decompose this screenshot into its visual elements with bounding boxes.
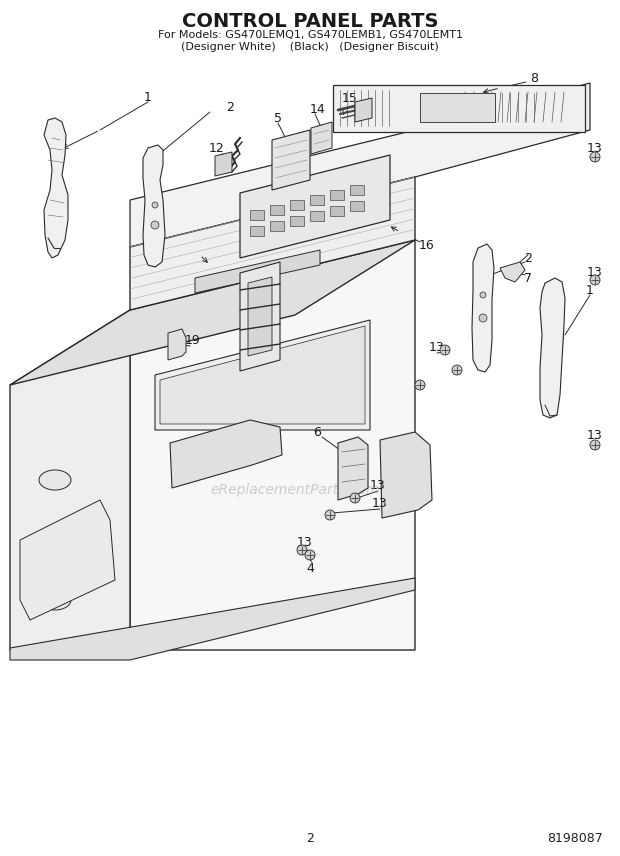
Text: 13: 13 xyxy=(370,479,386,491)
Polygon shape xyxy=(10,240,415,385)
Text: 13: 13 xyxy=(587,265,603,278)
Text: 16: 16 xyxy=(419,239,435,252)
Text: 4: 4 xyxy=(306,562,314,574)
Text: 13: 13 xyxy=(372,496,388,509)
Circle shape xyxy=(151,221,159,229)
Polygon shape xyxy=(270,221,284,231)
Polygon shape xyxy=(240,262,280,371)
Polygon shape xyxy=(155,320,370,430)
Text: 19: 19 xyxy=(185,334,201,347)
Polygon shape xyxy=(420,93,495,122)
Polygon shape xyxy=(310,195,324,205)
Polygon shape xyxy=(250,226,264,236)
Polygon shape xyxy=(160,326,365,424)
Polygon shape xyxy=(250,210,264,220)
Polygon shape xyxy=(215,152,232,176)
Circle shape xyxy=(350,493,360,503)
Text: 2: 2 xyxy=(524,252,532,265)
Polygon shape xyxy=(10,578,415,660)
Text: 13: 13 xyxy=(297,536,313,549)
Text: (Designer White)    (Black)   (Designer Biscuit): (Designer White) (Black) (Designer Biscu… xyxy=(181,42,439,52)
Circle shape xyxy=(590,275,600,285)
Text: 12: 12 xyxy=(209,141,225,154)
Circle shape xyxy=(479,314,487,322)
Text: 15: 15 xyxy=(342,92,358,104)
Polygon shape xyxy=(195,250,320,293)
Polygon shape xyxy=(170,420,282,488)
Polygon shape xyxy=(130,240,415,650)
Text: 13: 13 xyxy=(587,429,603,442)
Ellipse shape xyxy=(39,530,71,550)
Text: 9: 9 xyxy=(243,276,251,288)
Polygon shape xyxy=(350,201,364,211)
Polygon shape xyxy=(20,500,115,620)
Polygon shape xyxy=(338,437,368,500)
Polygon shape xyxy=(44,118,68,258)
Polygon shape xyxy=(472,244,494,372)
Polygon shape xyxy=(130,83,590,247)
Text: 6: 6 xyxy=(313,425,321,438)
Polygon shape xyxy=(380,432,432,518)
Polygon shape xyxy=(290,216,304,226)
Text: 14: 14 xyxy=(310,103,326,116)
Polygon shape xyxy=(10,310,130,650)
Ellipse shape xyxy=(39,470,71,490)
Text: 2: 2 xyxy=(226,100,234,114)
Text: 10: 10 xyxy=(217,451,233,465)
Text: 2: 2 xyxy=(306,831,314,845)
Circle shape xyxy=(590,440,600,450)
Polygon shape xyxy=(272,130,310,190)
Circle shape xyxy=(440,345,450,355)
Circle shape xyxy=(305,550,315,560)
Text: 8198087: 8198087 xyxy=(547,831,603,845)
Polygon shape xyxy=(168,329,186,360)
Text: For Models: GS470LEMQ1, GS470LEMB1, GS470LEMT1: For Models: GS470LEMQ1, GS470LEMB1, GS47… xyxy=(157,30,463,40)
Text: 5: 5 xyxy=(274,111,282,124)
Polygon shape xyxy=(500,262,525,282)
Circle shape xyxy=(480,292,486,298)
Polygon shape xyxy=(240,155,390,258)
Circle shape xyxy=(590,152,600,162)
Text: 13: 13 xyxy=(429,341,445,354)
Text: 13: 13 xyxy=(587,141,603,154)
Polygon shape xyxy=(130,177,415,310)
Polygon shape xyxy=(270,205,284,215)
Circle shape xyxy=(452,365,462,375)
Polygon shape xyxy=(310,211,324,221)
Polygon shape xyxy=(330,190,344,200)
Polygon shape xyxy=(540,278,565,418)
Circle shape xyxy=(415,380,425,390)
Polygon shape xyxy=(143,145,165,267)
Text: eReplacementParts.com: eReplacementParts.com xyxy=(210,483,379,497)
Ellipse shape xyxy=(39,590,71,610)
Text: 3: 3 xyxy=(151,200,159,213)
Circle shape xyxy=(325,510,335,520)
Text: 1: 1 xyxy=(586,283,594,296)
Polygon shape xyxy=(248,277,272,356)
Polygon shape xyxy=(350,185,364,195)
Text: 8: 8 xyxy=(530,72,538,85)
Circle shape xyxy=(152,202,158,208)
Polygon shape xyxy=(290,200,304,210)
Polygon shape xyxy=(311,122,332,154)
Polygon shape xyxy=(355,98,372,122)
Text: 7: 7 xyxy=(524,271,532,284)
Text: 1: 1 xyxy=(144,91,152,104)
Circle shape xyxy=(297,545,307,555)
Text: CONTROL PANEL PARTS: CONTROL PANEL PARTS xyxy=(182,11,438,31)
Polygon shape xyxy=(330,206,344,216)
Polygon shape xyxy=(333,85,585,132)
